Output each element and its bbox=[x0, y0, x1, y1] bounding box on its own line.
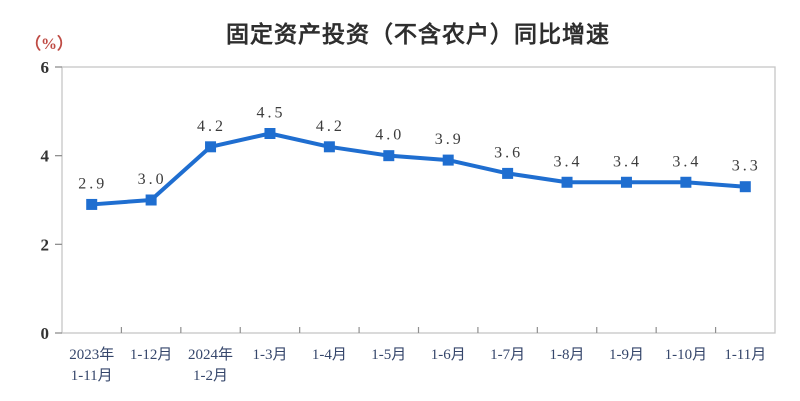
x-category-label: 1-9月 bbox=[609, 347, 644, 363]
y-tick-label: 0 bbox=[41, 324, 50, 343]
x-category-label: 1-4月 bbox=[312, 347, 347, 363]
trend-line bbox=[89, 131, 748, 207]
data-point-marker bbox=[264, 128, 276, 139]
data-point-marker bbox=[561, 176, 573, 188]
data-point-marker bbox=[383, 150, 395, 162]
data-point-label: 4.2 bbox=[197, 118, 226, 135]
x-category-label: 1-6月 bbox=[431, 347, 466, 363]
data-point-marker bbox=[86, 198, 98, 210]
data-point-marker bbox=[680, 176, 692, 188]
data-point-label: 3.0 bbox=[138, 171, 167, 188]
data-point-marker bbox=[739, 181, 751, 193]
x-category-label: 2023年 1-11月 bbox=[69, 346, 114, 384]
data-point-label: 3.9 bbox=[435, 131, 464, 148]
x-category-label: 1-8月 bbox=[550, 347, 585, 363]
data-point-label: 2.9 bbox=[78, 175, 107, 192]
data-point-marker bbox=[502, 167, 514, 179]
x-category-label: 1-7月 bbox=[490, 347, 525, 363]
data-point-marker bbox=[442, 154, 454, 166]
data-point-marker bbox=[620, 176, 632, 188]
data-point-label: 3.6 bbox=[494, 144, 523, 161]
plot-frame bbox=[61, 66, 776, 334]
data-point-label: 3.3 bbox=[732, 158, 761, 175]
x-category-label: 1-5月 bbox=[371, 347, 406, 363]
x-category-label: 1-11月 bbox=[724, 347, 766, 363]
x-category-label: 1-12月 bbox=[130, 347, 173, 363]
y-tick-label: 2 bbox=[41, 235, 50, 254]
data-point-label: 4.2 bbox=[316, 118, 345, 135]
x-category-label: 1-3月 bbox=[252, 347, 287, 363]
data-point-label: 3.4 bbox=[554, 153, 583, 170]
y-tick-label: 4 bbox=[41, 147, 50, 166]
chart-title: 固定资产投资（不含农户）同比增速 bbox=[226, 21, 610, 47]
data-point-label: 4.0 bbox=[375, 127, 404, 144]
data-point-label: 4.5 bbox=[256, 105, 285, 122]
x-category-label: 1-10月 bbox=[665, 347, 708, 363]
y-axis-unit-label: （%） bbox=[25, 36, 74, 53]
data-point-marker bbox=[323, 141, 335, 153]
y-tick-label: 6 bbox=[41, 58, 50, 77]
data-point-label: 3.4 bbox=[613, 153, 642, 170]
data-point-marker bbox=[205, 141, 217, 153]
data-point-label: 3.4 bbox=[672, 153, 701, 170]
data-point-marker bbox=[145, 194, 157, 206]
x-category-label: 2024年 1-2月 bbox=[188, 346, 233, 384]
